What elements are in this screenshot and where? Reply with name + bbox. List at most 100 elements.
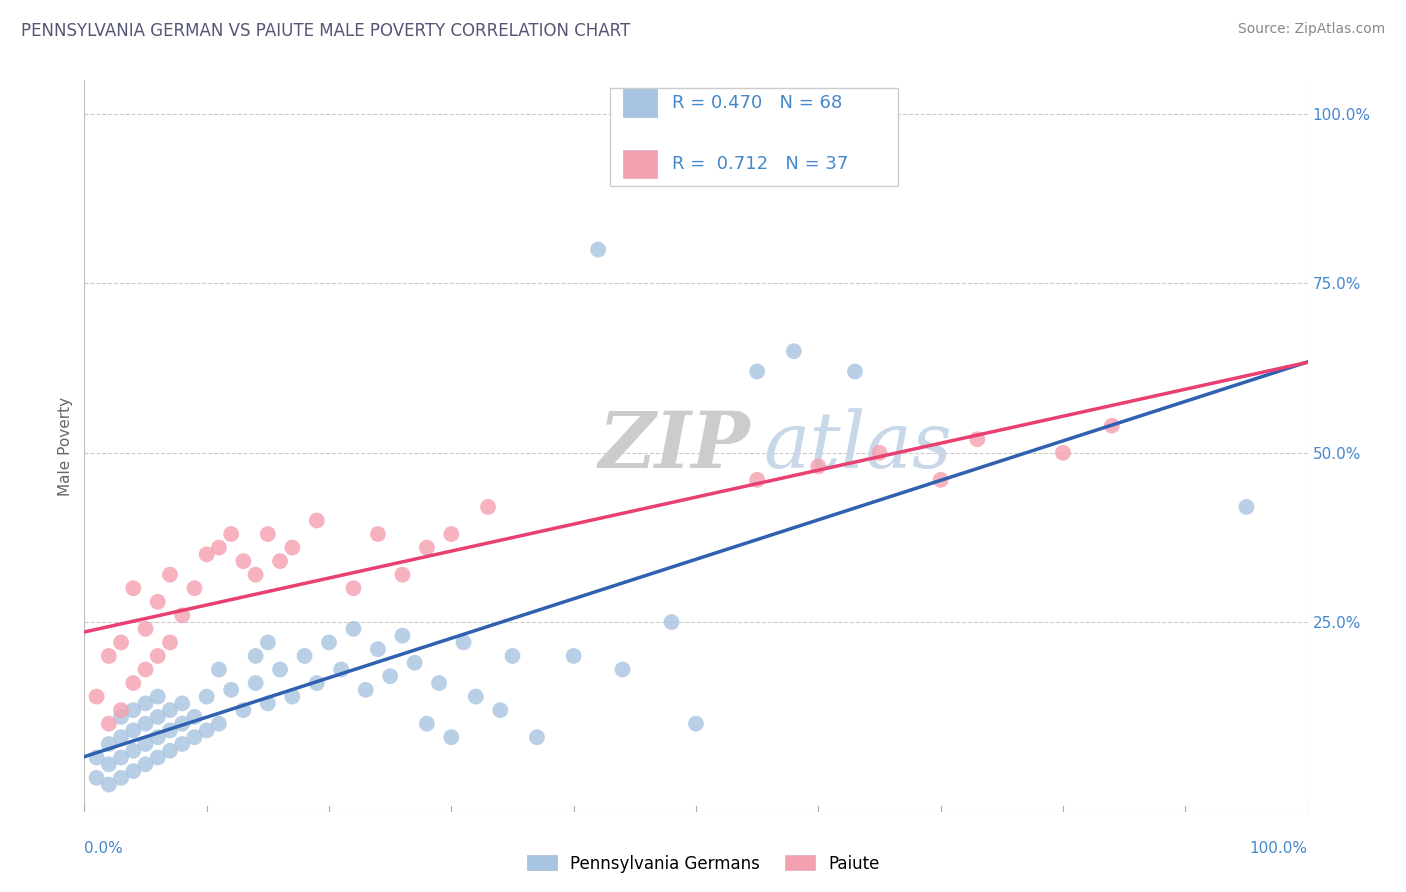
Point bbox=[502, 648, 524, 663]
Point bbox=[146, 690, 169, 704]
FancyBboxPatch shape bbox=[610, 87, 898, 186]
Point bbox=[416, 716, 439, 731]
Point bbox=[97, 757, 120, 772]
Point bbox=[110, 730, 132, 744]
Point bbox=[245, 676, 267, 690]
Point bbox=[183, 581, 205, 595]
Point bbox=[1236, 500, 1258, 514]
Point bbox=[183, 730, 205, 744]
Point bbox=[172, 608, 194, 623]
Point bbox=[208, 541, 231, 555]
Point bbox=[159, 744, 181, 758]
Point bbox=[86, 690, 108, 704]
Text: ZIP: ZIP bbox=[598, 408, 749, 484]
Point bbox=[281, 541, 304, 555]
Point bbox=[391, 567, 413, 582]
Point bbox=[122, 764, 145, 778]
Point bbox=[135, 697, 157, 711]
Point bbox=[232, 554, 254, 568]
Point bbox=[440, 730, 463, 744]
Point bbox=[110, 635, 132, 649]
Point bbox=[232, 703, 254, 717]
Text: Source: ZipAtlas.com: Source: ZipAtlas.com bbox=[1237, 22, 1385, 37]
Point bbox=[342, 581, 364, 595]
Point bbox=[146, 730, 169, 744]
Point bbox=[305, 676, 328, 690]
Point bbox=[453, 635, 475, 649]
Point bbox=[269, 663, 291, 677]
Point bbox=[966, 432, 988, 446]
Point bbox=[122, 723, 145, 738]
Point bbox=[245, 567, 267, 582]
Point bbox=[97, 737, 120, 751]
Point bbox=[122, 581, 145, 595]
Point bbox=[159, 635, 181, 649]
Text: PENNSYLVANIA GERMAN VS PAIUTE MALE POVERTY CORRELATION CHART: PENNSYLVANIA GERMAN VS PAIUTE MALE POVER… bbox=[21, 22, 630, 40]
Y-axis label: Male Poverty: Male Poverty bbox=[58, 396, 73, 496]
Point bbox=[208, 716, 231, 731]
Point bbox=[807, 459, 830, 474]
Point bbox=[159, 703, 181, 717]
Point bbox=[330, 663, 353, 677]
Point bbox=[122, 703, 145, 717]
Point bbox=[86, 750, 108, 764]
Point bbox=[172, 737, 194, 751]
Point bbox=[110, 710, 132, 724]
Text: R =  0.712   N = 37: R = 0.712 N = 37 bbox=[672, 154, 848, 173]
Point bbox=[146, 595, 169, 609]
Point bbox=[440, 527, 463, 541]
Point bbox=[195, 723, 218, 738]
Point bbox=[416, 541, 439, 555]
Point bbox=[1101, 418, 1123, 433]
Point bbox=[477, 500, 499, 514]
Point bbox=[146, 648, 169, 663]
Point bbox=[97, 716, 120, 731]
Point bbox=[269, 554, 291, 568]
Point bbox=[464, 690, 486, 704]
Point bbox=[342, 622, 364, 636]
Point bbox=[195, 547, 218, 561]
Point bbox=[783, 344, 806, 359]
Point bbox=[391, 629, 413, 643]
Point bbox=[122, 744, 145, 758]
Point bbox=[159, 723, 181, 738]
Point bbox=[257, 697, 280, 711]
Point bbox=[661, 615, 683, 629]
Point bbox=[404, 656, 426, 670]
Point bbox=[146, 750, 169, 764]
Text: atlas: atlas bbox=[763, 408, 952, 484]
Point bbox=[747, 473, 769, 487]
Point bbox=[612, 663, 634, 677]
Point bbox=[110, 703, 132, 717]
Point bbox=[135, 622, 157, 636]
Point bbox=[318, 635, 340, 649]
Point bbox=[245, 648, 267, 663]
Point bbox=[257, 527, 280, 541]
Point bbox=[526, 730, 548, 744]
Point bbox=[97, 648, 120, 663]
Text: 0.0%: 0.0% bbox=[84, 841, 124, 856]
Point bbox=[367, 527, 389, 541]
Point bbox=[86, 771, 108, 785]
Text: R = 0.470   N = 68: R = 0.470 N = 68 bbox=[672, 94, 842, 112]
Point bbox=[562, 648, 585, 663]
Point bbox=[281, 690, 304, 704]
Point bbox=[869, 446, 891, 460]
Point bbox=[135, 757, 157, 772]
Point bbox=[219, 682, 242, 697]
Point bbox=[929, 473, 952, 487]
Point bbox=[195, 690, 218, 704]
Point bbox=[294, 648, 316, 663]
FancyBboxPatch shape bbox=[623, 89, 657, 117]
Point bbox=[354, 682, 377, 697]
Text: 100.0%: 100.0% bbox=[1250, 841, 1308, 856]
Point bbox=[183, 710, 205, 724]
Point bbox=[427, 676, 450, 690]
Point bbox=[135, 663, 157, 677]
Point bbox=[489, 703, 512, 717]
Point bbox=[747, 364, 769, 378]
Point bbox=[110, 771, 132, 785]
Point bbox=[257, 635, 280, 649]
Point bbox=[135, 737, 157, 751]
Point bbox=[219, 527, 242, 541]
